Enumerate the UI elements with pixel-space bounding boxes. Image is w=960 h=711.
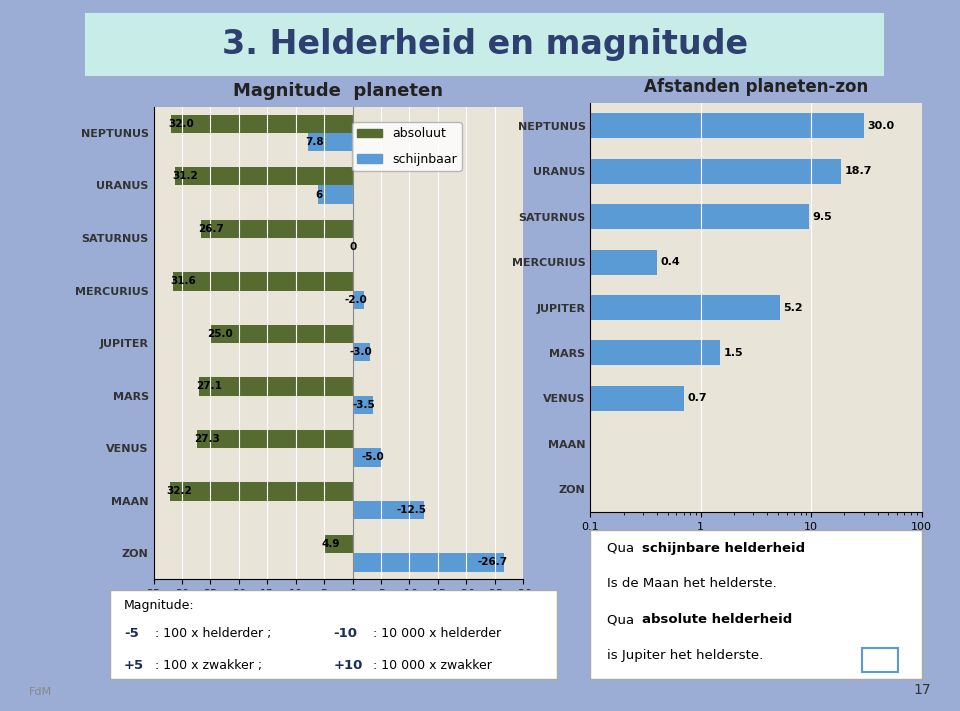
- Text: 26.7: 26.7: [198, 224, 224, 234]
- Text: 0.4: 0.4: [660, 257, 681, 267]
- Text: -5: -5: [124, 628, 138, 641]
- Bar: [210, 325, 352, 343]
- Bar: [352, 501, 423, 519]
- Text: : 100 x zwakker ;: : 100 x zwakker ;: [151, 660, 262, 673]
- Text: FdM: FdM: [29, 687, 52, 697]
- Bar: [352, 448, 381, 466]
- Text: -26.7: -26.7: [477, 557, 507, 567]
- Bar: [352, 291, 364, 309]
- Bar: [171, 114, 352, 133]
- Bar: [176, 167, 352, 186]
- Bar: [308, 133, 352, 151]
- Text: is Jupiter het helderste.: is Jupiter het helderste.: [607, 649, 763, 662]
- Text: -5.0: -5.0: [361, 452, 384, 462]
- Bar: [324, 535, 352, 553]
- Bar: [170, 482, 352, 501]
- Text: 5.2: 5.2: [783, 302, 804, 313]
- Text: 1.5: 1.5: [724, 348, 744, 358]
- Text: : 10 000 x zwakker: : 10 000 x zwakker: [370, 660, 492, 673]
- X-axis label: Afstand (AE)    (log. schaal)
(1 AE = aarde-zon): Afstand (AE) (log. schaal) (1 AE = aarde…: [660, 538, 852, 565]
- Text: 17: 17: [914, 683, 931, 697]
- Text: -3.5: -3.5: [352, 400, 375, 410]
- Text: 0: 0: [349, 242, 357, 252]
- Text: : 100 x helderder ;: : 100 x helderder ;: [151, 628, 271, 641]
- Bar: [199, 378, 352, 395]
- Text: 9.5: 9.5: [812, 212, 832, 222]
- Text: +5: +5: [124, 660, 144, 673]
- Bar: [352, 343, 370, 361]
- Bar: [319, 186, 352, 204]
- Legend: absoluut, schijnbaar: absoluut, schijnbaar: [352, 122, 462, 171]
- Text: Qua: Qua: [607, 614, 638, 626]
- Title: Afstanden planeten-zon: Afstanden planeten-zon: [644, 78, 868, 96]
- Text: absolute helderheid: absolute helderheid: [641, 614, 792, 626]
- Text: 27.1: 27.1: [196, 381, 222, 391]
- Bar: [173, 272, 352, 291]
- Bar: [0, 341, 720, 365]
- Text: -10: -10: [334, 628, 357, 641]
- Text: -2.0: -2.0: [344, 295, 367, 305]
- Text: -12.5: -12.5: [396, 505, 426, 515]
- Text: 31.2: 31.2: [173, 171, 198, 181]
- Text: 27.3: 27.3: [195, 434, 221, 444]
- Text: Is de Maan het helderste.: Is de Maan het helderste.: [607, 577, 777, 590]
- Text: 18.7: 18.7: [845, 166, 873, 176]
- Text: 4.9: 4.9: [322, 539, 341, 549]
- Bar: [198, 429, 352, 448]
- Text: 7.8: 7.8: [305, 137, 324, 147]
- Text: 32.0: 32.0: [168, 119, 194, 129]
- Text: +10: +10: [334, 660, 363, 673]
- Bar: [352, 553, 504, 572]
- Text: : 10 000 x helderder: : 10 000 x helderder: [370, 628, 501, 641]
- X-axis label: Magnitude ( -5 -> 100 x helderder): Magnitude ( -5 -> 100 x helderder): [216, 605, 461, 618]
- Bar: [201, 220, 352, 238]
- Text: -3.0: -3.0: [349, 347, 372, 357]
- Bar: [0, 204, 808, 229]
- Text: Magnitude:: Magnitude:: [124, 599, 195, 612]
- Text: 3. Helderheid en magnitude: 3. Helderheid en magnitude: [222, 28, 748, 61]
- Text: 6: 6: [316, 190, 323, 200]
- Bar: [0, 159, 841, 183]
- Bar: [0, 250, 657, 274]
- Text: 0.7: 0.7: [687, 393, 707, 403]
- Text: 30.0: 30.0: [868, 121, 895, 131]
- Bar: [0, 113, 864, 139]
- Text: 31.6: 31.6: [170, 277, 196, 287]
- Text: 25.0: 25.0: [207, 329, 233, 339]
- Title: Magnitude  planeten: Magnitude planeten: [233, 82, 444, 100]
- Text: 32.2: 32.2: [167, 486, 192, 496]
- Bar: [0, 295, 780, 320]
- Text: Qua: Qua: [607, 542, 638, 555]
- Bar: [0, 386, 684, 411]
- Text: schijnbare helderheid: schijnbare helderheid: [641, 542, 804, 555]
- Bar: [352, 395, 372, 414]
